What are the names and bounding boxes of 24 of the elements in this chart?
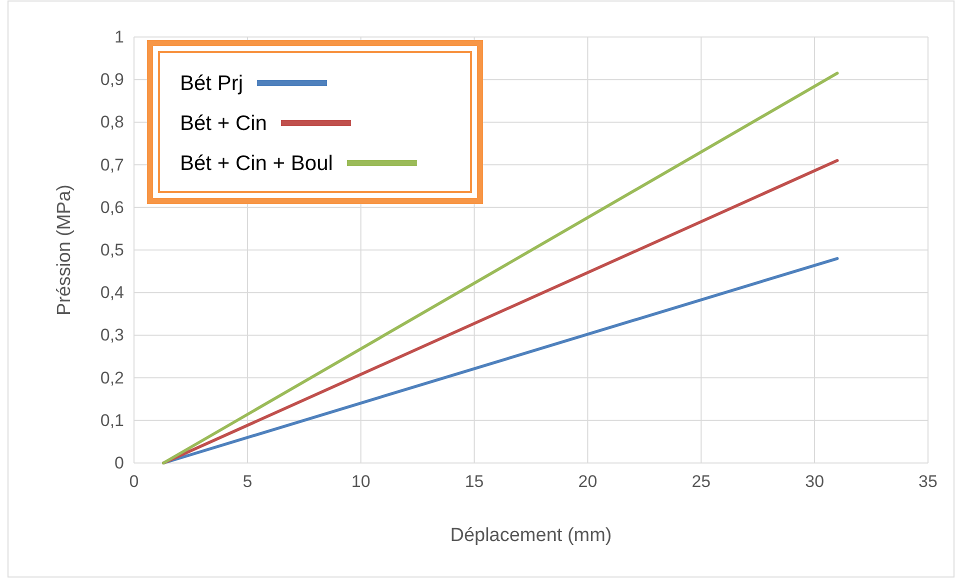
y-tick-label: 0,3 [100, 326, 124, 345]
y-tick-label: 0,1 [100, 410, 124, 430]
legend-label: Bét Prj [180, 72, 244, 95]
x-axis-title: Déplacement (mm) [450, 525, 612, 546]
x-tick-label: 20 [578, 472, 598, 492]
x-tick-label: 5 [242, 472, 252, 492]
y-tick-label: 0,8 [100, 112, 124, 132]
x-tick-label: 35 [918, 472, 938, 492]
x-tick-label: 30 [805, 472, 824, 492]
x-tick-label: 15 [464, 472, 484, 492]
y-tick-label: 0,6 [100, 198, 124, 217]
y-tick-label: 0,2 [100, 368, 124, 388]
y-tick-label: 0,4 [100, 283, 124, 302]
y-tick-label: 0,5 [100, 240, 124, 260]
y-tick-label: 0,9 [100, 70, 124, 90]
x-tick-label: 25 [692, 472, 711, 492]
y-axis-title: Préssion (MPa) [54, 184, 75, 316]
x-tick-label: 0 [129, 472, 139, 492]
y-tick-label: 1 [114, 27, 124, 46]
y-tick-label: 0 [114, 453, 124, 472]
legend-label: Bét + Cin + Boul [180, 152, 333, 175]
y-tick-label: 0,7 [100, 155, 124, 174]
legend-label: Bét + Cin [180, 112, 267, 135]
x-tick-label: 10 [351, 472, 370, 492]
